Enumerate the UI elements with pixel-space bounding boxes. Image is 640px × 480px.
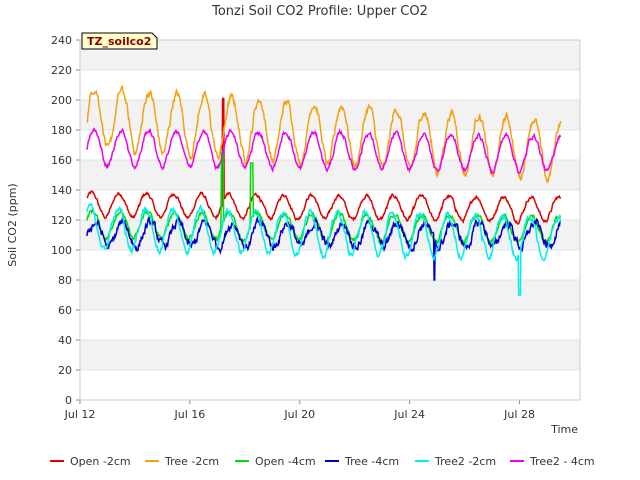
- legend-label: Tree2 -2cm: [434, 455, 496, 468]
- series-line: [86, 127, 562, 175]
- legend-label: Open -2cm: [70, 455, 131, 468]
- y-tick-label: 180: [51, 124, 72, 137]
- series-line: [86, 202, 562, 296]
- x-tick-label: Jul 20: [283, 408, 315, 421]
- plot-band: [80, 340, 580, 370]
- legend-label: Tree -4cm: [344, 455, 399, 468]
- plot-border: [79, 39, 581, 401]
- x-tick-label: Jul 28: [503, 408, 535, 421]
- y-tick-label: 140: [51, 184, 72, 197]
- series-line: [86, 215, 561, 281]
- series-line: [86, 97, 562, 225]
- y-tick-label: 240: [51, 34, 72, 47]
- y-ticks: 0 20 40 60 80 100 120 140 160 180 200 220 240: [51, 34, 80, 407]
- x-axis-label: Time: [550, 423, 578, 436]
- plot-band: [80, 280, 580, 310]
- plot-band: [80, 40, 580, 70]
- y-tick-label: 120: [51, 214, 72, 227]
- x-tick-label: Jul 16: [174, 408, 206, 421]
- legend-label: Open -4cm: [255, 455, 316, 468]
- legend-label: Tree -2cm: [164, 455, 219, 468]
- x-ticks: Jul 12 Jul 16 Jul 20 Jul 24 Jul 28: [64, 400, 535, 421]
- y-tick-label: 200: [51, 94, 72, 107]
- y-tick-label: 100: [51, 244, 72, 257]
- y-tick-label: 20: [58, 364, 72, 377]
- legend-label: Tree2 - 4cm: [529, 455, 595, 468]
- y-axis-label: Soil CO2 (ppm): [6, 183, 19, 266]
- y-tick-label: 80: [58, 274, 72, 287]
- legend: Open -2cm Tree -2cm Open -4cm Tree -4cm Tree…: [50, 455, 595, 468]
- x-tick-label: Jul 12: [64, 408, 96, 421]
- chart-title: Tonzi Soil CO2 Profile: Upper CO2: [211, 4, 428, 19]
- y-tick-label: 160: [51, 154, 72, 167]
- y-tick-label: 60: [58, 304, 72, 317]
- annotation-box-shape: [81, 32, 158, 50]
- plot-band: [80, 100, 580, 130]
- series-lines: [86, 84, 562, 296]
- plot-frame: [79, 39, 581, 401]
- series-line: [86, 84, 562, 183]
- annotation-box: TZ_soilco2: [81, 32, 158, 50]
- annotation-label: TZ_soilco2: [87, 35, 151, 48]
- y-tick-label: 0: [65, 394, 72, 407]
- x-tick-label: Jul 24: [393, 408, 425, 421]
- y-tick-label: 220: [51, 64, 72, 77]
- y-tick-label: 40: [58, 334, 72, 347]
